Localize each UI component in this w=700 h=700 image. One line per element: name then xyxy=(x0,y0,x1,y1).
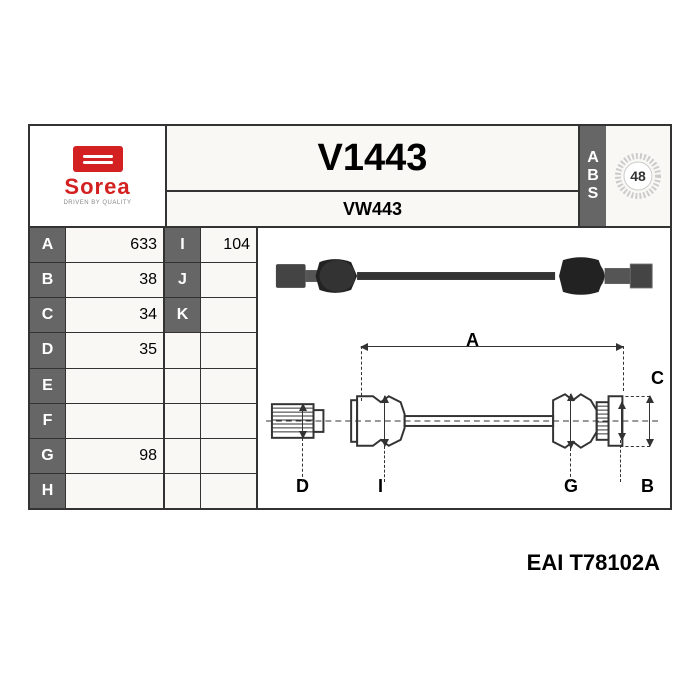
spec-val: 34 xyxy=(66,298,163,333)
abs-label: ABS xyxy=(580,126,606,226)
abs-cell: ABS 48 xyxy=(578,126,670,226)
footer-brand: EAI xyxy=(527,550,564,575)
dim-a: A xyxy=(466,330,479,351)
brand-logo-icon xyxy=(73,146,123,172)
diagram-area: A xyxy=(258,228,670,508)
svg-text:48: 48 xyxy=(630,168,646,184)
spec-key: C xyxy=(30,298,65,333)
spec-key: H xyxy=(30,474,65,508)
dim-i: I xyxy=(378,476,383,497)
spec-val: 38 xyxy=(66,263,163,298)
arrow-a xyxy=(361,346,623,347)
spec-columns: ABCDEFGH 633383435 98 xyxy=(30,228,165,508)
spec-val xyxy=(201,298,256,333)
arrow-b xyxy=(621,402,622,440)
arrow-g xyxy=(570,394,571,448)
gear-icon: 48 xyxy=(612,150,664,202)
spec-val xyxy=(66,474,163,508)
spec-key: D xyxy=(30,333,65,368)
dim-b: B xyxy=(641,476,654,497)
spec-key xyxy=(165,439,200,474)
spec-val xyxy=(66,404,163,439)
spec-val xyxy=(201,333,256,368)
spec-card: Sorea DRIVEN BY QUALITY V1443 VW443 ABS … xyxy=(28,124,672,510)
header-row: Sorea DRIVEN BY QUALITY V1443 VW443 ABS … xyxy=(30,126,670,228)
arrow-i xyxy=(384,396,385,446)
spec-val: 35 xyxy=(66,333,163,368)
spec-val: 98 xyxy=(66,439,163,474)
title-cell: V1443 VW443 xyxy=(167,126,578,226)
spec-val: 633 xyxy=(66,228,163,263)
dim-c: C xyxy=(651,368,664,389)
spec-val xyxy=(201,369,256,404)
spec-key xyxy=(165,369,200,404)
brand-cell: Sorea DRIVEN BY QUALITY xyxy=(30,126,167,226)
part-number: V1443 xyxy=(167,126,578,192)
spec-key: J xyxy=(165,263,200,298)
spec-key xyxy=(165,404,200,439)
footer-code: T78102A xyxy=(569,550,660,575)
dimension-drawing: A xyxy=(266,348,662,500)
spec-val xyxy=(201,263,256,298)
footer: EAI T78102A xyxy=(20,550,680,576)
spec-val xyxy=(66,369,163,404)
spec-key: I xyxy=(165,228,200,263)
spec-key: F xyxy=(30,404,65,439)
body-row: ABCDEFGH 63338343598 IJK 104 A xyxy=(30,228,670,508)
spec-key: K xyxy=(165,298,200,333)
spec-key: E xyxy=(30,369,65,404)
spec-val: 104 xyxy=(201,228,256,263)
arrow-c xyxy=(649,396,650,446)
brand-name: Sorea xyxy=(64,174,130,200)
alt-part-number: VW443 xyxy=(167,192,578,226)
spec-key: A xyxy=(30,228,65,263)
spec-val xyxy=(201,439,256,474)
spec-key: G xyxy=(30,439,65,474)
spec-val xyxy=(201,474,256,508)
product-photo xyxy=(266,236,662,316)
brand-tagline: DRIVEN BY QUALITY xyxy=(63,200,131,206)
abs-gear: 48 xyxy=(606,126,670,226)
spec-val xyxy=(201,404,256,439)
spec-key xyxy=(165,474,200,508)
arrow-d xyxy=(302,404,303,438)
spec-key xyxy=(165,333,200,368)
spec-key: B xyxy=(30,263,65,298)
